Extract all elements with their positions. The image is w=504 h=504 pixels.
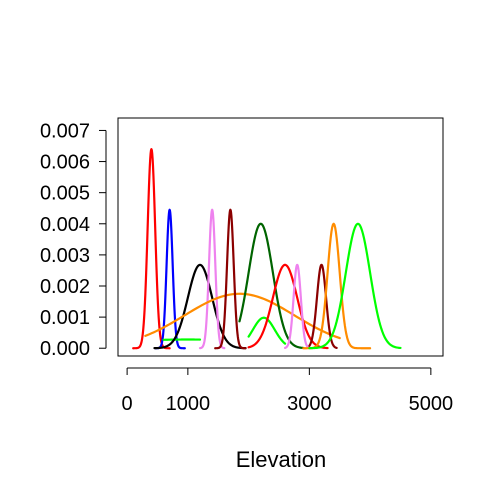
y-tick-label: 0.007 <box>40 120 90 142</box>
x-axis-title: Elevation <box>236 447 327 472</box>
density-curve-12 <box>308 263 338 349</box>
y-axis: 0.000 0.001 0.002 0.003 0.004 0.005 0.006 0.007 <box>40 120 107 360</box>
x-tick-label: 3000 <box>287 393 332 415</box>
x-tick-label: 0 <box>122 393 133 415</box>
y-tick-label: 0.003 <box>40 245 90 267</box>
density-curves <box>132 148 402 350</box>
plot-frame <box>117 117 444 357</box>
density-curve-10 <box>247 263 329 350</box>
density-curve-7 <box>214 208 247 350</box>
x-tick-label: 1000 <box>166 393 211 415</box>
y-tick-label: 0.000 <box>40 338 90 360</box>
y-tick-label: 0.001 <box>40 307 90 329</box>
density-curve-2 <box>154 208 186 350</box>
density-curve-14 <box>308 222 402 350</box>
y-tick-label: 0.006 <box>40 152 90 174</box>
x-axis: 0 1000 3000 5000 <box>122 367 454 415</box>
density-curve-11 <box>283 263 311 349</box>
y-tick-label: 0.004 <box>40 214 90 236</box>
density-curve-4 <box>153 263 247 350</box>
y-tick-label: 0.002 <box>40 276 90 298</box>
x-tick-label: 5000 <box>409 393 454 415</box>
density-curve-8 <box>238 222 305 350</box>
density-curve-6 <box>144 292 341 340</box>
density-curve-5 <box>198 208 226 350</box>
y-tick-label: 0.005 <box>40 183 90 205</box>
